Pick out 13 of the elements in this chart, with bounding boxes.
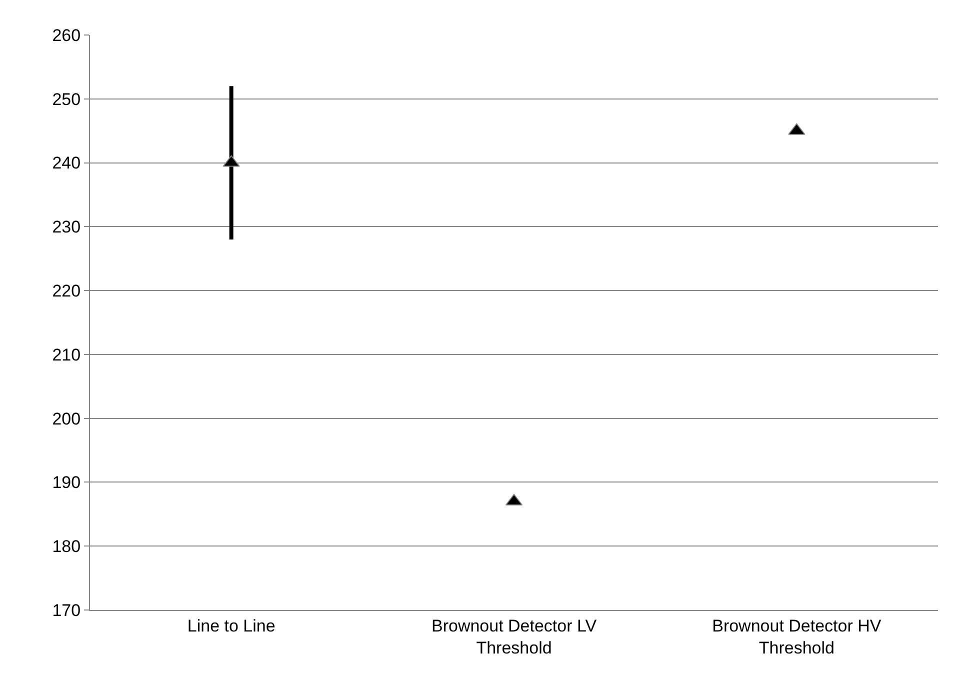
y-tick-label: 250 — [52, 90, 81, 109]
y-tick-label: 190 — [52, 473, 81, 492]
y-tick-label: 240 — [52, 154, 81, 173]
x-tick-label: Line to Line — [187, 616, 276, 636]
x-tick-label: Brownout Detector LV Threshold — [431, 616, 598, 658]
y-tick-label: 220 — [52, 282, 81, 301]
y-tick-label: 230 — [52, 218, 81, 237]
x-tick-label: Brownout Detector HV Threshold — [712, 616, 882, 658]
y-tick-label: 260 — [52, 26, 81, 45]
y-tick-label: 200 — [52, 409, 81, 428]
y-tick-label: 210 — [52, 345, 81, 364]
y-tick-label: 180 — [52, 537, 81, 556]
y-tick-label: 170 — [52, 600, 81, 620]
